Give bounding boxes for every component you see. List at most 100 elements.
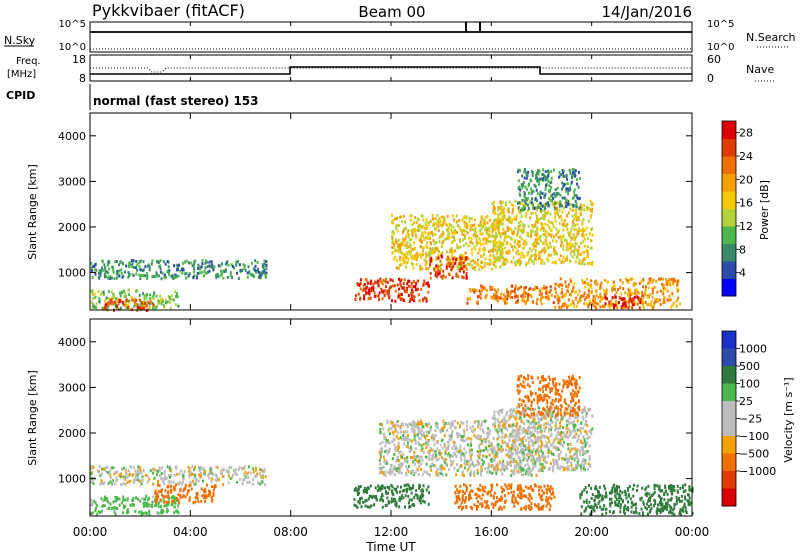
heatmap-cell	[555, 291, 557, 295]
heatmap-cell	[386, 485, 389, 489]
heatmap-cell	[565, 187, 568, 191]
heatmap-cell	[434, 222, 437, 226]
heatmap-cell	[549, 443, 552, 447]
heatmap-cell	[513, 429, 516, 433]
heatmap-cell	[527, 259, 530, 263]
heatmap-cell	[524, 507, 527, 511]
heatmap-cell	[180, 469, 183, 473]
heatmap-cell	[474, 492, 477, 496]
heatmap-cell	[412, 285, 415, 289]
heatmap-cell	[551, 420, 554, 424]
heatmap-cell	[503, 299, 506, 303]
heatmap-cell	[480, 215, 483, 219]
heatmap-cell	[550, 293, 553, 297]
heatmap-cell	[440, 452, 443, 456]
heatmap-cell	[602, 304, 605, 308]
heatmap-cell	[362, 284, 365, 288]
heatmap-cell	[476, 262, 479, 266]
heatmap-cell	[568, 429, 571, 433]
heatmap-cell	[103, 467, 105, 471]
heatmap-cell	[427, 472, 430, 476]
heatmap-cell	[391, 430, 394, 434]
heatmap-cell	[410, 469, 413, 473]
heatmap-cell	[572, 221, 575, 225]
heatmap-cell	[420, 492, 423, 496]
heatmap-cell	[168, 474, 171, 478]
heatmap-cell	[379, 455, 382, 459]
heatmap-cell	[145, 494, 148, 498]
heatmap-cell	[547, 422, 550, 426]
heatmap-cell	[146, 474, 149, 478]
heatmap-cell	[572, 411, 575, 415]
heatmap-cell	[564, 224, 567, 228]
heatmap-cell	[106, 263, 109, 267]
heatmap-cell	[541, 259, 544, 263]
heatmap-cell	[562, 293, 565, 297]
heatmap-cell	[155, 500, 157, 504]
heatmap-cell	[562, 244, 565, 248]
heatmap-cell	[406, 467, 409, 471]
heatmap-cell	[618, 301, 620, 304]
heatmap-cell	[400, 242, 403, 246]
heatmap-cell	[420, 462, 423, 466]
heatmap-cell	[561, 259, 564, 263]
heatmap-cell	[503, 236, 506, 240]
heatmap-cell	[474, 288, 476, 292]
heatmap-cell	[588, 299, 591, 303]
heatmap-cell	[165, 503, 168, 507]
heatmap-cell	[529, 287, 532, 291]
heatmap-cell	[427, 443, 430, 447]
heatmap-cell	[186, 492, 189, 496]
heatmap-cell	[594, 301, 597, 305]
heatmap-cell	[565, 248, 568, 252]
heatmap-cell	[445, 473, 448, 477]
heatmap-cell	[479, 435, 482, 438]
heatmap-cell	[566, 223, 569, 226]
heatmap-cell	[567, 211, 570, 215]
heatmap-cell	[533, 244, 536, 248]
heatmap-cell	[420, 489, 423, 493]
heatmap-cell	[494, 465, 497, 469]
heatmap-cell	[245, 473, 248, 476]
heatmap-cell	[666, 289, 669, 293]
heatmap-cell	[109, 298, 112, 302]
heatmap-cell	[99, 293, 102, 297]
heatmap-cell	[593, 297, 596, 301]
heatmap-cell	[417, 472, 420, 476]
heatmap-cell	[539, 495, 542, 499]
heatmap-cell	[133, 304, 136, 308]
heatmap-cell	[527, 440, 530, 444]
heatmap-cell	[517, 484, 520, 488]
freq-unit: [MHz]	[7, 69, 36, 80]
heatmap-cell	[418, 299, 421, 303]
heatmap-cell	[651, 291, 654, 295]
heatmap-cell	[416, 455, 419, 458]
heatmap-cell	[398, 469, 401, 473]
heatmap-cell	[651, 280, 654, 284]
heatmap-cell	[420, 432, 422, 436]
heatmap-cell	[471, 425, 474, 429]
heatmap-cell	[433, 435, 436, 439]
heatmap-cell	[525, 214, 528, 218]
heatmap-cell	[613, 288, 616, 291]
velocity-data	[90, 374, 694, 516]
heatmap-cell	[584, 451, 587, 455]
heatmap-cell	[134, 478, 137, 482]
heatmap-cell	[532, 448, 535, 452]
heatmap-cell	[534, 244, 537, 248]
heatmap-cell	[411, 247, 414, 251]
heatmap-cell	[447, 444, 450, 448]
heatmap-cell	[367, 291, 370, 295]
heatmap-cell	[119, 291, 121, 295]
heatmap-cell	[407, 294, 410, 297]
heatmap-cell	[644, 293, 646, 297]
heatmap-cell	[356, 505, 359, 509]
heatmap-cell	[415, 263, 418, 266]
heatmap-cell	[106, 305, 108, 309]
heatmap-cell	[190, 487, 193, 491]
heatmap-cell	[433, 443, 436, 447]
heatmap-cell	[131, 273, 134, 277]
heatmap-cell	[169, 490, 172, 494]
heatmap-cell	[379, 498, 382, 502]
heatmap-cell	[573, 282, 576, 286]
